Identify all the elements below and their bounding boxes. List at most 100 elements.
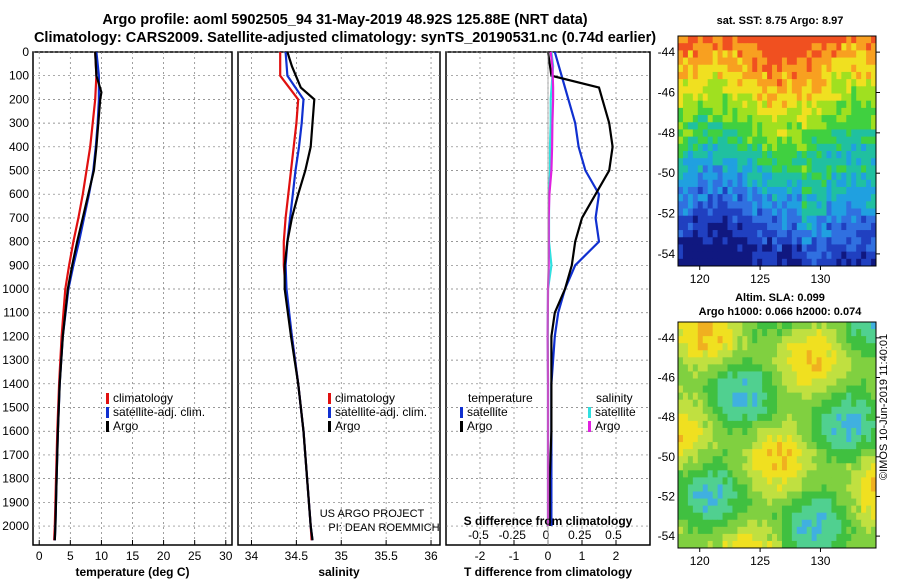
- map-cell: [697, 456, 704, 464]
- map-cell: [722, 122, 728, 130]
- map-cell: [692, 222, 699, 231]
- map-cell: [697, 172, 704, 181]
- map-cell: [747, 122, 753, 130]
- map-cell: [742, 129, 748, 138]
- map-cell: [796, 449, 803, 457]
- map-cell: [786, 201, 793, 209]
- map-cell: [826, 399, 832, 408]
- map-cell: [786, 526, 793, 535]
- map-cell: [791, 435, 798, 443]
- map-cell: [786, 186, 793, 195]
- map-cell: [702, 258, 709, 267]
- map-cell: [801, 244, 808, 253]
- map-cell: [851, 350, 857, 358]
- map-cell: [811, 129, 817, 138]
- map-cell: [747, 378, 753, 386]
- map-cell: [772, 371, 778, 379]
- map-cell: [866, 343, 872, 351]
- map-cell: [742, 230, 748, 238]
- map-cell: [781, 526, 788, 535]
- map-cell: [727, 115, 733, 123]
- map-cell: [816, 129, 822, 138]
- map-cell: [811, 357, 817, 365]
- map-cell: [786, 129, 793, 138]
- map-cell: [772, 442, 778, 450]
- map-cell: [777, 357, 783, 365]
- map-cell: [866, 329, 872, 337]
- map-cell: [856, 519, 862, 528]
- map-cell: [826, 406, 832, 415]
- map-cell: [717, 399, 723, 408]
- map-cell: [697, 71, 704, 80]
- temperature-panel: 0 5 10 15 20 25 300100200300400500600700800900…: [2, 45, 232, 579]
- map-cell: [697, 86, 704, 94]
- map-cell: [727, 470, 733, 478]
- map-cell: [742, 194, 748, 202]
- map-cell: [866, 36, 872, 44]
- map-cell: [816, 36, 822, 44]
- map-cell: [791, 336, 798, 344]
- map-cell: [762, 371, 768, 379]
- map-cell: [791, 470, 798, 478]
- map-cell: [697, 505, 704, 514]
- map-cell: [871, 215, 877, 224]
- map-cell: [747, 533, 753, 542]
- map-cell: [762, 322, 768, 330]
- map-cell: [846, 371, 852, 379]
- map-cell: [816, 165, 822, 173]
- map-cell: [752, 186, 758, 195]
- map-cell: [678, 179, 684, 188]
- map-cell: [861, 215, 867, 224]
- map-cell: [762, 435, 768, 443]
- map-cell: [752, 498, 758, 507]
- map-y-label: -44: [658, 45, 676, 59]
- map-cell: [722, 343, 728, 351]
- map-cell: [796, 435, 803, 443]
- map-cell: [747, 399, 753, 408]
- map-cell: [791, 477, 798, 485]
- map-cell: [856, 463, 862, 471]
- map-cell: [841, 86, 847, 94]
- map-cell: [752, 329, 758, 337]
- map-cell: [712, 165, 718, 173]
- map-cell: [767, 519, 773, 528]
- map-cell: [737, 143, 743, 152]
- map-cell: [826, 512, 832, 521]
- map-cell: [826, 129, 832, 138]
- map-cell: [811, 237, 817, 245]
- map-cell: [772, 484, 778, 492]
- map-cell: [692, 540, 699, 549]
- map-cell: [712, 399, 718, 408]
- map-cell: [841, 533, 847, 542]
- legend-label: Argo: [335, 419, 361, 433]
- map-cell: [801, 336, 808, 344]
- map-cell: [851, 477, 857, 485]
- map-cell: [821, 456, 827, 464]
- map-cell: [777, 50, 783, 58]
- map-cell: [777, 519, 783, 528]
- map-cell: [806, 357, 813, 365]
- map-cell: [678, 484, 684, 492]
- map-cell: [796, 79, 803, 87]
- map-cell: [772, 194, 778, 202]
- map-cell: [702, 222, 709, 231]
- map-cell: [786, 385, 793, 394]
- map-cell: [757, 115, 763, 123]
- map-cell: [722, 215, 728, 224]
- map-cell: [762, 172, 768, 181]
- map-cell: [791, 449, 798, 457]
- map-cell: [767, 378, 773, 386]
- map-cell: [811, 477, 817, 485]
- map-cell: [717, 64, 723, 73]
- map-cell: [851, 329, 857, 337]
- map-cell: [791, 50, 798, 58]
- map-cell: [871, 129, 877, 138]
- map-cell: [846, 329, 852, 337]
- map-cell: [737, 533, 743, 542]
- map-cell: [702, 350, 709, 358]
- map-cell: [767, 343, 773, 351]
- map-cell: [836, 36, 842, 44]
- map-cell: [856, 322, 862, 330]
- map-cell: [786, 93, 793, 102]
